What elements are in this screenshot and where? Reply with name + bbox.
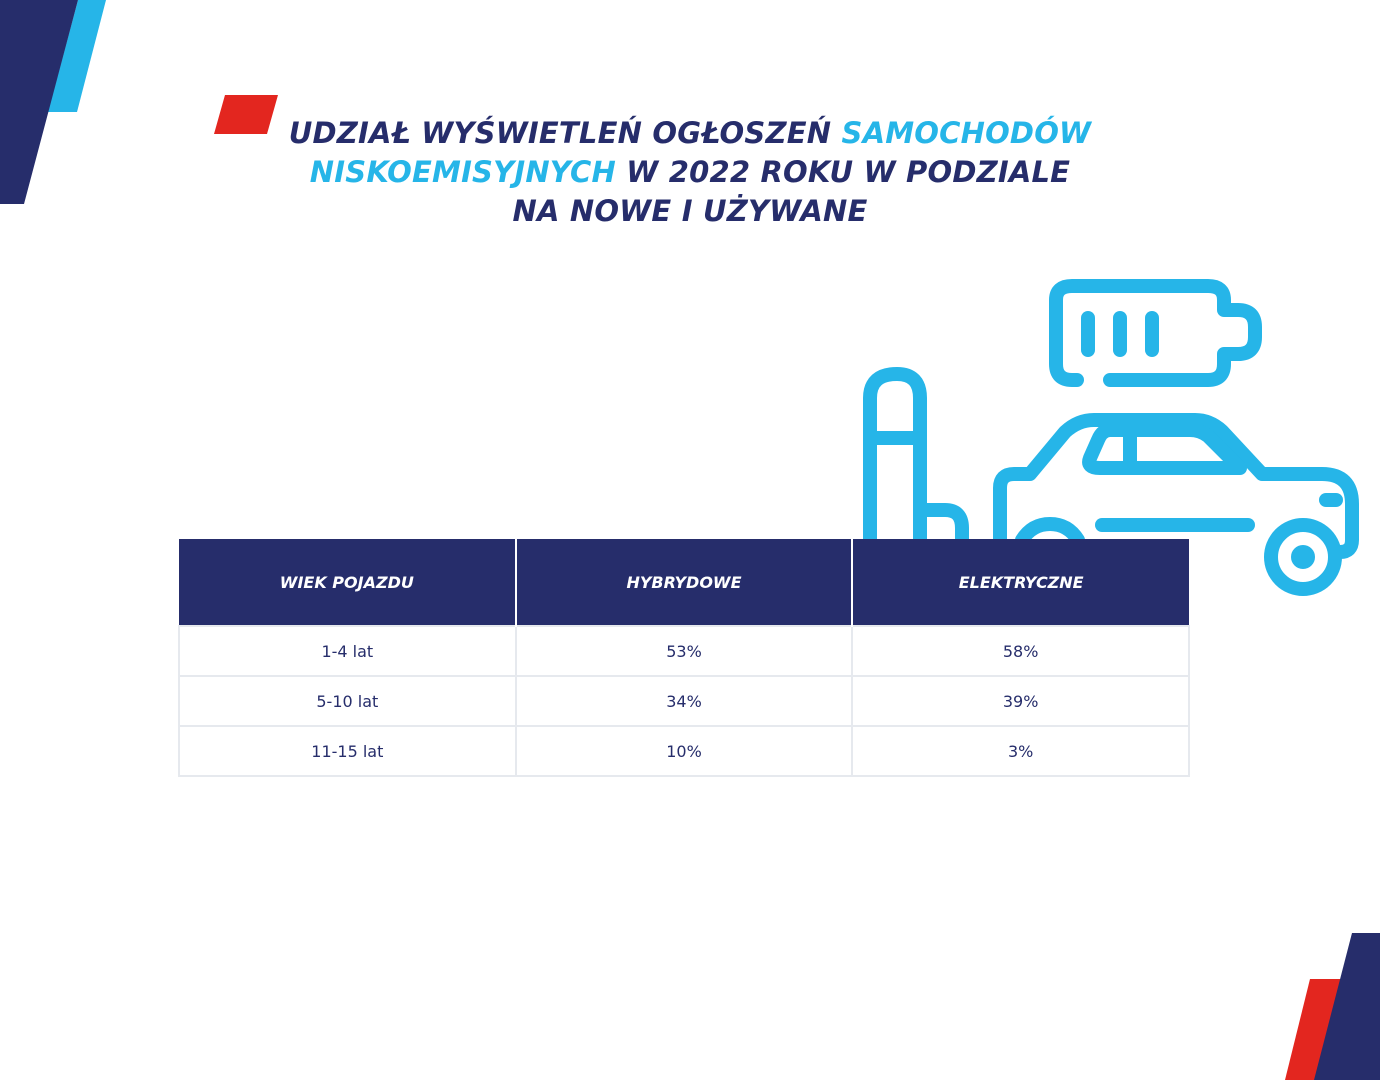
table-cell-electric: 39% <box>851 675 1190 727</box>
table-cell-electric: 58% <box>851 625 1190 677</box>
table-cell-age: 1-4 lat <box>178 625 517 677</box>
table-header-row: WIEK POJAZDU HYBRYDOWE ELEKTRYCZNE <box>179 539 1189 626</box>
top-left-cyan-stripe <box>48 0 106 112</box>
title-line-1-accent: SAMOCHODÓW <box>841 116 1092 150</box>
title-line-2-text: W 2022 ROKU W PODZIALE <box>615 155 1071 189</box>
bottom-right-red-stripe <box>1285 979 1345 1080</box>
table-row: 5-10 lat 34% 39% <box>178 675 1190 727</box>
title-line-3: NA NOWE I UŻYWANE <box>512 194 868 228</box>
top-left-navy-stripe <box>0 0 78 204</box>
table-cell-hybrid: 53% <box>514 625 854 677</box>
column-header-hybrid: HYBRYDOWE <box>514 539 854 626</box>
data-table-container: WIEK POJAZDU HYBRYDOWE ELEKTRYCZNE 1-4 l… <box>178 539 1190 777</box>
table-cell-age: 5-10 lat <box>178 675 517 727</box>
title-line-1-text: UDZIAŁ WYŚWIETLEŃ OGŁOSZEŃ <box>288 116 842 150</box>
page-title: UDZIAŁ WYŚWIETLEŃ OGŁOSZEŃ SAMOCHODÓW NI… <box>190 114 1190 231</box>
column-header-electric: ELEKTRYCZNE <box>851 539 1189 626</box>
table-header: WIEK POJAZDU HYBRYDOWE ELEKTRYCZNE <box>179 539 1189 626</box>
table-row: 11-15 lat 10% 3% <box>178 725 1190 777</box>
table-row: 1-4 lat 53% 58% <box>178 625 1190 677</box>
title-line-2-accent: NISKOEMISYJNYCH <box>309 155 616 189</box>
table-cell-electric: 3% <box>851 725 1190 777</box>
data-table: WIEK POJAZDU HYBRYDOWE ELEKTRYCZNE 1-4 l… <box>178 539 1190 777</box>
title-line-2: NISKOEMISYJNYCH W 2022 ROKU W PODZIALE <box>190 153 1190 192</box>
title-red-marker <box>214 95 278 134</box>
table-body: 1-4 lat 53% 58% 5-10 lat 34% 39% 11-15 l… <box>178 625 1190 777</box>
title-line-1: UDZIAŁ WYŚWIETLEŃ OGŁOSZEŃ SAMOCHODÓW <box>190 114 1190 153</box>
column-header-vehicle-age: WIEK POJAZDU <box>179 539 517 626</box>
table-cell-hybrid: 10% <box>514 725 854 777</box>
table-cell-age: 11-15 lat <box>178 725 517 777</box>
table-cell-hybrid: 34% <box>514 675 854 727</box>
bottom-right-navy-stripe <box>1314 933 1380 1080</box>
